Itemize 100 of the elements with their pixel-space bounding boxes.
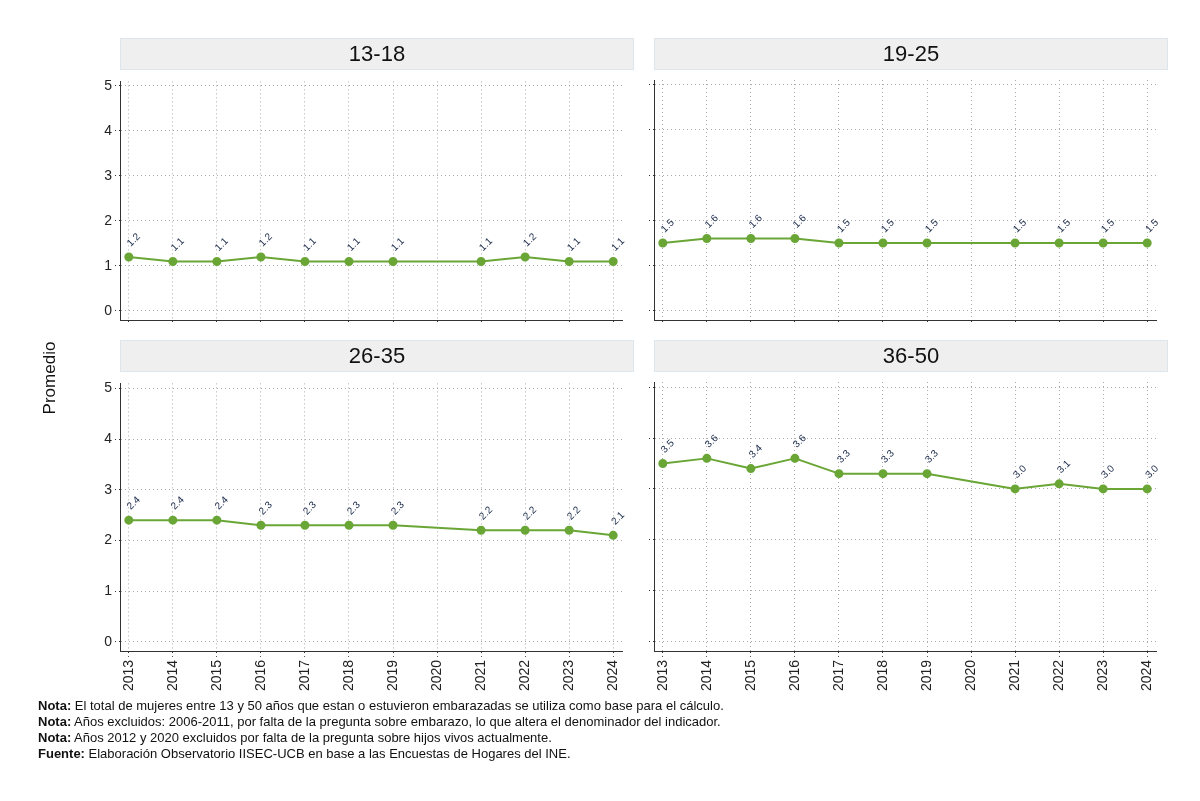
data-label: 1.6 xyxy=(702,211,721,230)
data-label: 3.6 xyxy=(702,431,721,450)
data-label: 2.3 xyxy=(344,498,363,517)
data-label: 1.5 xyxy=(1054,216,1073,235)
x-tick-label: 2021 xyxy=(1005,659,1022,692)
y-tick-label: 5 xyxy=(104,379,113,396)
data-label: 3.3 xyxy=(878,447,897,466)
point xyxy=(476,525,486,535)
point xyxy=(168,515,178,525)
data-label: 2.1 xyxy=(608,508,627,527)
data-label: 2.3 xyxy=(388,498,407,517)
point xyxy=(388,520,398,530)
data-label: 1.1 xyxy=(300,234,319,253)
x-tick-label: 2022 xyxy=(515,659,532,692)
point xyxy=(658,458,668,468)
text: Nota: Años 2012 y 2020 excluidos por falta de la pregunta sobre hijos vivos actualmente. xyxy=(38,730,552,745)
x-tick-label: 2016 xyxy=(251,659,268,692)
data-label: 1.5 xyxy=(1010,216,1029,235)
x-tick-label: 2017 xyxy=(295,659,312,692)
x-tick-label: 2016 xyxy=(785,659,802,692)
chart-title: 13-18 xyxy=(120,38,634,70)
data-label: 3.6 xyxy=(790,431,809,450)
point xyxy=(300,520,310,530)
data-label: 1.6 xyxy=(790,211,809,230)
x-tick-label: 2020 xyxy=(427,659,444,692)
data-label: 1.1 xyxy=(608,234,627,253)
point xyxy=(1054,479,1064,489)
y-tick-label: 1 xyxy=(104,581,113,598)
x-tick-label: 2021 xyxy=(471,659,488,692)
point xyxy=(746,464,756,474)
point xyxy=(1142,484,1152,494)
point xyxy=(702,453,712,463)
data-label: 1.2 xyxy=(124,230,143,249)
point xyxy=(256,520,266,530)
point xyxy=(608,530,618,540)
data-label: 1.6 xyxy=(746,211,765,230)
data-label: 1.5 xyxy=(1098,216,1117,235)
data-label: 1.1 xyxy=(564,234,583,253)
x-tick-label: 2014 xyxy=(163,659,180,692)
data-label: 1.2 xyxy=(256,230,275,249)
x-tick-label: 2017 xyxy=(829,659,846,692)
x-tick-label: 2019 xyxy=(383,659,400,692)
data-label: 1.1 xyxy=(344,234,363,253)
source-note: Fuente: Elaboración Observatorio IISEC-UCB en base a las Encuestas de Hogares del INE. xyxy=(38,746,571,761)
data-label: 2.4 xyxy=(168,493,187,512)
text: Nota: El total de mujeres entre 13 y 50 años que estan o estuvieron embarazadas se utiliza como base para el cálculo. xyxy=(38,698,724,713)
data-label: 3.0 xyxy=(1142,462,1161,481)
data-label: 1.1 xyxy=(168,234,187,253)
y-tick-label: 0 xyxy=(104,632,113,649)
y-tick-label: 0 xyxy=(104,301,113,318)
data-label: 1.5 xyxy=(834,216,853,235)
point xyxy=(344,520,354,530)
point xyxy=(878,469,888,479)
y-tick-label: 2 xyxy=(104,531,113,548)
y-tick-label: 2 xyxy=(104,211,113,228)
data-label: 3.5 xyxy=(658,436,677,455)
x-tick-label: 2014 xyxy=(697,659,714,692)
data-label: 3.3 xyxy=(922,447,941,466)
text: Nota: Años excluidos: 2006-2011, por falta de la pregunta sobre embarazo, lo que altera el denominador del indicador. xyxy=(38,714,721,729)
data-label: 1.1 xyxy=(388,234,407,253)
data-label: 3.0 xyxy=(1010,462,1029,481)
x-tick-label: 2013 xyxy=(653,659,670,692)
data-label: 1.5 xyxy=(922,216,941,235)
x-tick-label: 2020 xyxy=(961,659,978,692)
data-label: 1.5 xyxy=(1142,216,1161,235)
chart-title: 19-25 xyxy=(654,38,1168,70)
data-label: 1.1 xyxy=(476,234,495,253)
point xyxy=(1098,484,1108,494)
x-tick-label: 2024 xyxy=(604,659,621,692)
y-tick-label: 4 xyxy=(104,121,113,138)
x-tick-label: 2015 xyxy=(741,659,758,692)
data-label: 2.3 xyxy=(256,498,275,517)
x-tick-label: 2022 xyxy=(1049,659,1066,692)
x-tick-label: 2024 xyxy=(1138,659,1155,692)
data-label: 2.3 xyxy=(300,498,319,517)
point xyxy=(520,525,530,535)
data-label: 2.4 xyxy=(124,493,143,512)
data-label: 2.4 xyxy=(212,493,231,512)
point xyxy=(124,515,134,525)
y-tick-label: 5 xyxy=(104,76,113,93)
y-tick-label: 3 xyxy=(104,480,113,497)
point xyxy=(564,525,574,535)
x-tick-label: 2023 xyxy=(1094,659,1111,692)
x-tick-label: 2018 xyxy=(339,659,356,692)
data-label: 3.4 xyxy=(746,442,765,460)
point xyxy=(1010,484,1020,494)
data-label: 2.2 xyxy=(564,503,583,522)
data-label: 3.3 xyxy=(834,447,853,466)
x-tick-label: 2023 xyxy=(560,659,577,692)
chart-title: 36-50 xyxy=(654,340,1168,372)
data-label: 3.1 xyxy=(1054,457,1073,476)
point xyxy=(922,469,932,479)
y-tick-label: 3 xyxy=(104,166,113,183)
chart-title: 26-35 xyxy=(120,340,634,372)
data-label: 3.0 xyxy=(1098,462,1117,481)
point xyxy=(790,453,800,463)
y-axis-title: Promedio xyxy=(40,340,60,417)
x-tick-label: 2018 xyxy=(873,659,890,692)
y-tick-label: 1 xyxy=(104,256,113,273)
data-label: 1.2 xyxy=(520,230,539,249)
